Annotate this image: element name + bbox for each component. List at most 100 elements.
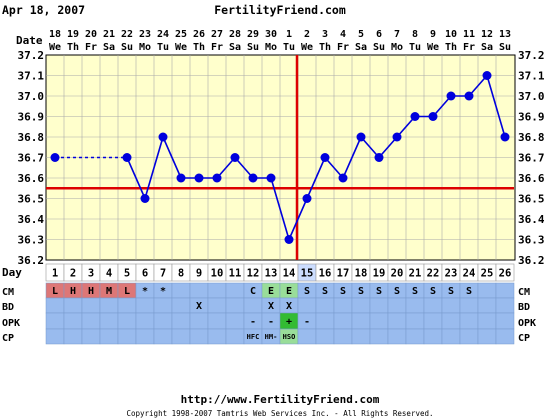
footer-copyright: Copyright 1998-2007 Tamtris Web Services… <box>126 409 433 418</box>
cm-value: S <box>340 286 346 297</box>
bd-cell <box>423 297 443 314</box>
bd-cell <box>153 297 173 314</box>
temp-segment <box>162 136 182 179</box>
opk-cell <box>63 312 83 330</box>
temp-point[interactable] <box>338 173 348 183</box>
bd-cell <box>387 297 407 314</box>
date-tick-label: 28 <box>229 29 241 40</box>
temp-point[interactable] <box>356 132 366 142</box>
opk-cell <box>315 312 335 330</box>
y-tick-label: 36.9 <box>18 111 45 124</box>
temp-segment <box>342 136 362 179</box>
temp-point[interactable] <box>140 194 150 203</box>
date-tick-label: 3 <box>322 29 328 40</box>
temp-point[interactable] <box>410 112 420 121</box>
cm-value: H <box>70 286 76 297</box>
temp-point[interactable] <box>302 194 312 203</box>
day-number: 19 <box>373 268 386 280</box>
cm-value: S <box>358 286 364 297</box>
opk-cell <box>135 312 155 330</box>
date-tick-label: 10 <box>445 29 457 40</box>
opk-cell <box>405 312 425 330</box>
bd-value: X <box>196 301 202 312</box>
temp-point[interactable] <box>392 132 402 142</box>
weekday-tick-label: Fr <box>211 42 223 53</box>
cp-cell <box>315 328 335 345</box>
temp-point[interactable] <box>158 132 168 142</box>
cm-cell <box>189 282 209 299</box>
date-tick-label: 13 <box>499 29 511 40</box>
bd-cell <box>333 297 353 314</box>
temp-point[interactable] <box>374 153 384 162</box>
day-number: 6 <box>142 268 148 280</box>
weekday-tick-label: Tu <box>283 42 295 53</box>
bd-cell <box>135 297 155 314</box>
weekday-tick-label: Tu <box>409 42 421 53</box>
cm-value: E <box>286 286 292 297</box>
cm-value: L <box>124 286 130 297</box>
opk-cell <box>387 312 407 330</box>
opk-cell <box>225 312 245 330</box>
y-tick-label: 36.2 <box>518 254 545 267</box>
temp-point[interactable] <box>464 91 474 101</box>
bd-cell <box>315 297 335 314</box>
temp-segment <box>234 156 254 179</box>
temp-point[interactable] <box>266 173 276 183</box>
weekday-tick-label: We <box>301 42 313 53</box>
y-tick-label: 37.1 <box>18 70 45 83</box>
cm-value: S <box>430 286 436 297</box>
cm-cell <box>495 282 515 299</box>
cp-cell <box>387 328 407 345</box>
date-tick-label: 24 <box>157 29 169 40</box>
temp-point[interactable] <box>212 173 222 183</box>
temp-segment <box>288 198 308 240</box>
day-number: 17 <box>337 268 350 280</box>
date-tick-label: 25 <box>175 29 187 40</box>
date-tick-label: 1 <box>286 29 292 40</box>
bd-cell <box>441 297 461 314</box>
temp-segment <box>468 74 488 97</box>
opk-cell <box>477 312 497 330</box>
temp-point[interactable] <box>428 112 438 121</box>
y-axis-right: 37.2 37.1 37.0 36.9 36.8 36.7 36.6 36.5 36.4 36.3… <box>518 49 545 267</box>
y-tick-label: 37.0 <box>518 90 545 103</box>
opk-label-left: OPK <box>2 318 20 329</box>
temp-point[interactable] <box>230 153 240 162</box>
temp-point[interactable] <box>50 153 60 162</box>
cp-cell <box>207 328 227 345</box>
date-tick-label: 21 <box>103 29 115 40</box>
date-tick-label: 18 <box>49 29 61 40</box>
date-tick-label: 27 <box>211 29 223 40</box>
y-tick-label: 37.1 <box>518 70 545 83</box>
temp-point[interactable] <box>176 173 186 183</box>
temp-point[interactable] <box>482 71 492 80</box>
cm-value: S <box>412 286 418 297</box>
temp-point[interactable] <box>446 91 456 101</box>
cp-cell <box>99 328 119 345</box>
cp-label-right: CP <box>518 333 530 344</box>
date-tick-label: 2 <box>304 29 310 40</box>
temp-point[interactable] <box>248 173 258 183</box>
y-tick-label: 36.3 <box>18 234 45 247</box>
day-number: 20 <box>391 268 404 280</box>
y-tick-label: 36.3 <box>518 234 545 247</box>
y-tick-label: 37.2 <box>18 49 45 62</box>
day-axis-label: Day <box>2 266 22 279</box>
day-cell <box>495 263 515 282</box>
temp-segment <box>396 115 416 138</box>
temp-point[interactable] <box>284 235 294 244</box>
bd-cell <box>81 297 101 314</box>
opk-cell <box>351 312 371 330</box>
temp-point[interactable] <box>320 153 330 162</box>
day-number: 13 <box>265 268 278 280</box>
temp-point[interactable] <box>122 153 132 162</box>
day-number: 26 <box>499 268 512 280</box>
temp-point[interactable] <box>194 173 204 183</box>
opk-value: - <box>250 317 256 328</box>
footer-url[interactable]: http://www.FertilityFriend.com <box>181 393 380 406</box>
bd-cell <box>171 297 191 314</box>
temp-segment <box>324 156 344 179</box>
bd-cell <box>243 297 263 314</box>
weekday-tick-label: We <box>175 42 187 53</box>
temp-point[interactable] <box>500 132 510 142</box>
